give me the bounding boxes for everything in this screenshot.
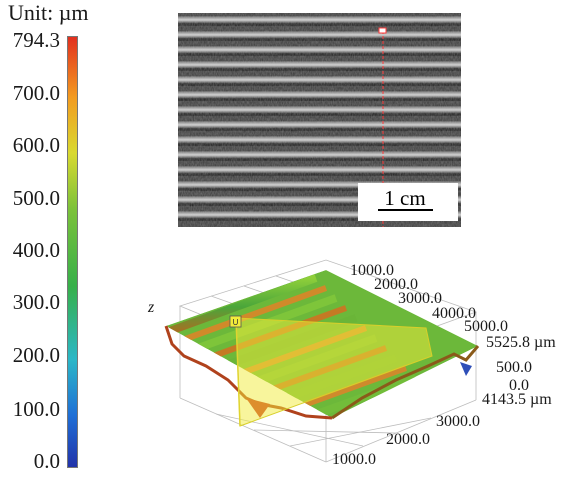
y-tick: 3000.0 bbox=[436, 413, 480, 430]
surface-right-edge bbox=[331, 345, 480, 420]
scale-bar-label: 1 cm bbox=[384, 186, 425, 210]
y-tick: 2000.0 bbox=[386, 431, 430, 448]
x-tick: 2000.0 bbox=[374, 276, 418, 293]
x-tick: 3000.0 bbox=[398, 290, 442, 307]
z-axis-label: z bbox=[147, 299, 155, 316]
color-scale-tick: 700.0 bbox=[12, 81, 60, 105]
scale-bar-box bbox=[358, 183, 458, 221]
color-scale-tick: 600.0 bbox=[12, 133, 60, 157]
color-scale-tick: 0.0 bbox=[33, 449, 60, 473]
color-scale-tick: 200.0 bbox=[12, 343, 60, 367]
x-tick: 1000.0 bbox=[350, 262, 394, 279]
y-axis-max: 4143.5 µm bbox=[482, 391, 552, 408]
surface-marker-box bbox=[229, 315, 242, 328]
y-tick: 1000.0 bbox=[332, 451, 376, 468]
surface-marker-label: U bbox=[233, 318, 239, 327]
photo-measure-marker bbox=[378, 27, 387, 34]
color-scale-bar bbox=[67, 36, 78, 468]
surface-front-edge bbox=[164, 325, 333, 420]
x-tick: 4000.0 bbox=[432, 305, 476, 322]
z-tick: 500.0 bbox=[496, 359, 532, 376]
x-axis-max: 5525.8 µm bbox=[486, 334, 556, 351]
color-scale-tick: 794.3 bbox=[12, 28, 60, 52]
x-tick: 5000.0 bbox=[464, 318, 508, 335]
color-scale-tick: 400.0 bbox=[12, 238, 60, 262]
color-scale-tick: 500.0 bbox=[12, 186, 60, 210]
color-scale-tick: 300.0 bbox=[12, 290, 60, 314]
surface-photo: 1 cm bbox=[178, 13, 461, 227]
profile-section-line bbox=[235, 317, 241, 427]
z-tick: 0.0 bbox=[509, 377, 529, 394]
surface-blue-dip bbox=[460, 362, 472, 376]
color-scale-tick: 100.0 bbox=[12, 397, 60, 421]
unit-label: Unit: µm bbox=[8, 0, 89, 25]
surface-3d-plot: U z 1000.0 2000.0 3000.0 4000.0 5000.0 5… bbox=[136, 248, 580, 487]
